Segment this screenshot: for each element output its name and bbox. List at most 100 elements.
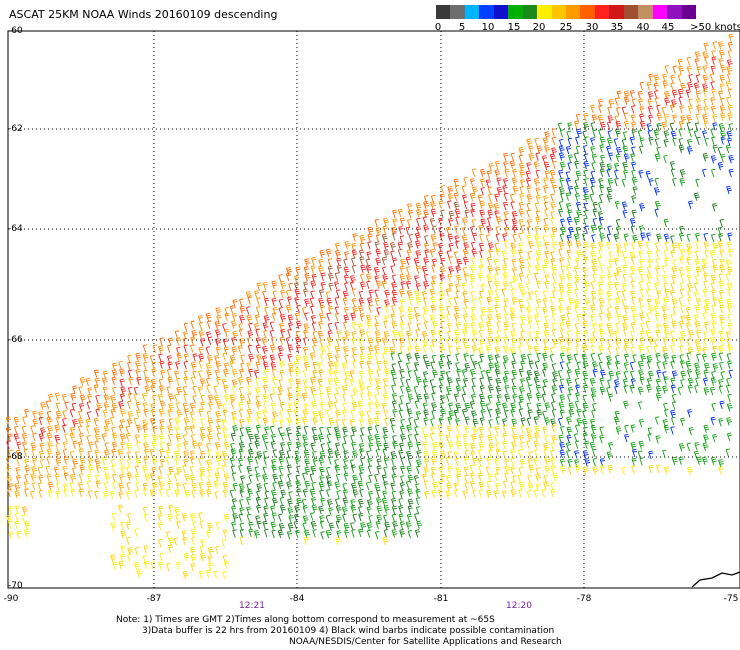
wind-barb — [631, 465, 636, 474]
wind-barb — [615, 243, 622, 252]
wind-barb — [542, 362, 549, 371]
wind-barb — [424, 235, 429, 244]
wind-barb — [423, 257, 430, 266]
wind-barb — [407, 488, 414, 497]
wind-barb — [447, 451, 452, 460]
wind-barb — [256, 504, 262, 514]
wind-barb — [638, 281, 644, 290]
wind-barb — [152, 344, 157, 353]
wind-barb — [438, 243, 444, 252]
wind-barb — [478, 329, 484, 339]
wind-barb — [119, 393, 126, 402]
wind-barb — [526, 440, 531, 449]
wind-barb — [384, 410, 389, 420]
wind-barb — [592, 331, 597, 340]
wind-barb — [671, 394, 677, 403]
wind-barb — [272, 497, 278, 506]
wind-barb — [318, 258, 324, 268]
wind-barb — [230, 448, 237, 457]
wind-barb — [551, 424, 556, 433]
wind-barb — [669, 161, 675, 170]
wind-barb — [712, 242, 719, 252]
wind-barb — [624, 353, 630, 362]
wind-barb — [184, 426, 190, 435]
wind-barb — [685, 360, 692, 370]
wind-barb — [511, 369, 518, 378]
wind-barb — [632, 313, 638, 322]
wind-barb — [296, 488, 302, 497]
wind-barb — [174, 450, 181, 459]
wind-barb — [471, 385, 477, 394]
wind-barb — [543, 330, 550, 339]
wind-barb — [454, 305, 460, 314]
wind-barb — [351, 441, 357, 451]
wind-barb — [566, 282, 573, 292]
wind-barb — [453, 482, 459, 491]
wind-barb — [623, 400, 629, 409]
wind-barb — [295, 266, 301, 275]
wind-barb — [288, 491, 293, 500]
wind-barb — [384, 315, 390, 324]
wind-barb — [726, 282, 733, 291]
wind-barb — [710, 97, 716, 106]
wind-barb — [590, 250, 597, 260]
wind-barb — [312, 434, 319, 444]
wind-barb — [583, 426, 588, 436]
wind-barb — [599, 426, 604, 435]
wind-barb — [447, 233, 454, 242]
wind-barb — [687, 81, 693, 91]
wind-barb — [94, 369, 100, 378]
wind-barb — [358, 513, 364, 522]
wind-barb — [143, 488, 148, 497]
wind-barb — [463, 322, 470, 332]
wind-barb — [471, 433, 477, 443]
wind-barb — [215, 329, 221, 338]
wind-barb — [599, 434, 605, 444]
wind-barb — [639, 113, 645, 122]
wind-barb — [247, 385, 252, 394]
wind-barb — [519, 386, 525, 395]
wind-barb — [719, 49, 725, 58]
wind-barb — [480, 409, 486, 418]
wind-barb — [534, 137, 539, 147]
wind-barb — [654, 416, 660, 425]
wind-barb — [582, 394, 588, 404]
wind-barb — [343, 465, 349, 474]
wind-barb — [215, 307, 222, 316]
wind-barb — [432, 369, 438, 378]
wind-barb — [320, 272, 326, 281]
wind-barb — [686, 248, 693, 257]
wind-barb — [375, 234, 381, 243]
wind-barb — [574, 280, 579, 290]
wind-barb — [720, 321, 725, 331]
wind-barb — [592, 466, 599, 475]
wind-barb — [375, 336, 382, 346]
wind-barb — [566, 306, 572, 315]
wind-barb — [432, 449, 438, 459]
wind-barb — [726, 241, 732, 250]
wind-barb — [303, 323, 310, 332]
wind-barb — [262, 322, 269, 331]
wind-barb — [678, 297, 683, 306]
wind-barb — [14, 490, 21, 499]
wind-barb — [463, 378, 469, 387]
wind-barb — [125, 521, 131, 530]
wind-barb — [573, 152, 579, 161]
wind-barb — [534, 314, 540, 323]
wind-barb — [568, 409, 575, 418]
wind-barb — [494, 368, 501, 377]
wind-barb — [400, 315, 405, 324]
wind-barb — [670, 384, 676, 393]
wind-barb — [528, 291, 534, 300]
wind-barb — [335, 432, 342, 441]
wind-barb — [429, 288, 436, 298]
wind-barb — [598, 361, 604, 370]
wind-barb — [719, 264, 726, 273]
wind-barb — [574, 288, 579, 298]
wind-barb — [544, 456, 551, 466]
pass-time-label: 12:21 — [239, 601, 265, 611]
wind-barb — [390, 352, 395, 361]
wind-barb — [349, 370, 355, 379]
wind-barb — [415, 497, 421, 506]
wind-barb — [159, 337, 164, 346]
